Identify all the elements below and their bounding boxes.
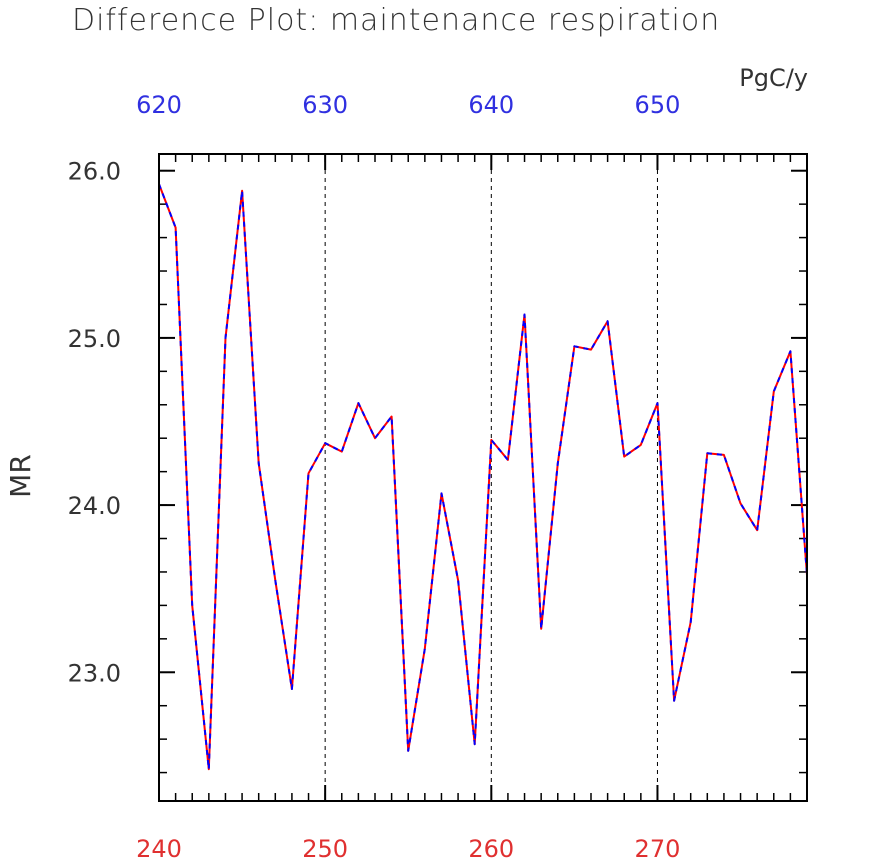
bottom-x-tick-labels: 240 250 260 270 xyxy=(136,835,680,862)
y-tick-label: 25.0 xyxy=(68,325,121,353)
series-lines xyxy=(158,183,808,771)
y-tick-label: 24.0 xyxy=(68,492,121,520)
chart-title: Difference Plot: maintenance respiration xyxy=(72,3,720,38)
top-x-tick-label: 630 xyxy=(302,91,348,119)
y-axis-label: MR xyxy=(4,454,37,498)
y-tick-labels: 23.0 24.0 25.0 26.0 xyxy=(68,158,121,688)
major-ticks xyxy=(158,154,807,801)
unit-label: PgC/y xyxy=(739,64,808,92)
top-x-tick-label: 650 xyxy=(635,91,681,119)
plot-frame xyxy=(158,153,808,802)
top-x-tick-labels: 620 630 640 650 xyxy=(136,91,680,119)
top-x-tick-label: 620 xyxy=(136,91,182,119)
bottom-x-tick-label: 270 xyxy=(635,835,681,862)
vertical-gridlines xyxy=(324,154,658,801)
series-line-1 xyxy=(158,183,808,771)
y-tick-label: 23.0 xyxy=(68,659,121,687)
y-tick-label: 26.0 xyxy=(68,158,121,186)
minor-ticks xyxy=(158,154,808,801)
bottom-x-tick-label: 240 xyxy=(136,835,182,862)
series-line-2 xyxy=(158,183,808,771)
bottom-x-tick-label: 260 xyxy=(468,835,514,862)
top-x-tick-label: 640 xyxy=(468,91,514,119)
bottom-x-tick-label: 250 xyxy=(302,835,348,862)
